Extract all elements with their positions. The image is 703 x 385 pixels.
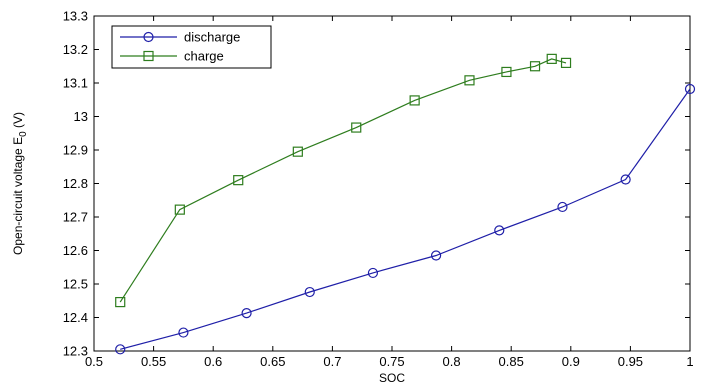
legend-label-charge: charge [184, 49, 224, 64]
series-line-charge [119, 58, 567, 303]
y-tick-label: 12.7 [63, 210, 88, 225]
x-tick-label: 0.75 [379, 354, 404, 369]
x-axis-label: SOC [379, 371, 405, 385]
y-tick-label: 13 [74, 109, 88, 124]
y-tick-label: 12.3 [63, 344, 88, 359]
data-point-discharge [115, 344, 126, 355]
legend-marker-discharge [143, 31, 154, 43]
x-axis: 0.5 0.55 0.6 0.65 0.7 0.75 0.8 0.85 0.9 0.95 1 [85, 16, 694, 369]
data-point-discharge [367, 267, 379, 279]
x-tick-label: 0.9 [562, 354, 580, 369]
series-line-discharge [120, 88, 691, 350]
x-tick-label: 0.7 [323, 354, 341, 369]
x-tick-label: 0.65 [260, 354, 285, 369]
data-point-charge [409, 95, 420, 106]
y-axis-label-main: Open-circuit voltage E [11, 137, 25, 255]
data-point-charge [292, 146, 303, 157]
y-tick-label: 13.1 [63, 76, 88, 91]
y-axis-label-subscript: 0 [18, 131, 29, 137]
y-tick-label: 12.6 [63, 243, 88, 258]
y-axis: 12.3 12.4 12.5 12.6 12.7 12.8 12.9 13 13.1 13.2 13… [63, 9, 690, 359]
x-tick-label: 0.8 [443, 354, 461, 369]
data-point-discharge [178, 327, 189, 338]
series-layer [115, 53, 696, 355]
data-point-charge [501, 66, 512, 78]
data-point-charge [529, 61, 541, 72]
x-tick-label: 0.6 [204, 354, 222, 369]
data-point-charge [546, 53, 557, 64]
data-point-discharge [557, 201, 568, 213]
data-point-discharge [684, 83, 696, 95]
x-tick-label: 0.95 [618, 354, 643, 369]
y-axis-label: Open-circuit voltage E0 (V) [11, 112, 29, 255]
y-tick-label: 12.4 [63, 310, 88, 325]
data-point-charge [464, 75, 475, 86]
y-tick-label: 13.2 [63, 42, 88, 57]
y-axis-label-unit: (V) [11, 112, 25, 131]
legend-label-discharge: discharge [184, 30, 240, 45]
data-point-discharge [241, 308, 252, 319]
data-point-charge [351, 122, 362, 133]
plot-area [93, 15, 691, 352]
data-point-charge [560, 57, 572, 69]
data-point-charge [233, 175, 244, 186]
x-tick-label: 0.55 [141, 354, 166, 369]
data-point-charge [174, 204, 185, 215]
y-tick-label: 13.3 [63, 9, 88, 24]
x-tick-label: 1 [686, 354, 693, 369]
legend-marker-charge [143, 50, 154, 62]
legend-box [111, 25, 272, 69]
x-tick-label: 0.5 [85, 354, 103, 369]
data-point-charge [115, 296, 126, 308]
data-point-discharge [431, 250, 442, 261]
y-tick-label: 12.5 [63, 277, 88, 292]
data-point-discharge [304, 286, 315, 298]
y-tick-label: 12.8 [63, 176, 88, 191]
data-point-discharge [494, 225, 505, 236]
y-tick-label: 12.9 [63, 143, 88, 158]
x-tick-label: 0.85 [499, 354, 524, 369]
legend: discharge charge [111, 25, 272, 69]
data-point-discharge [620, 174, 631, 185]
